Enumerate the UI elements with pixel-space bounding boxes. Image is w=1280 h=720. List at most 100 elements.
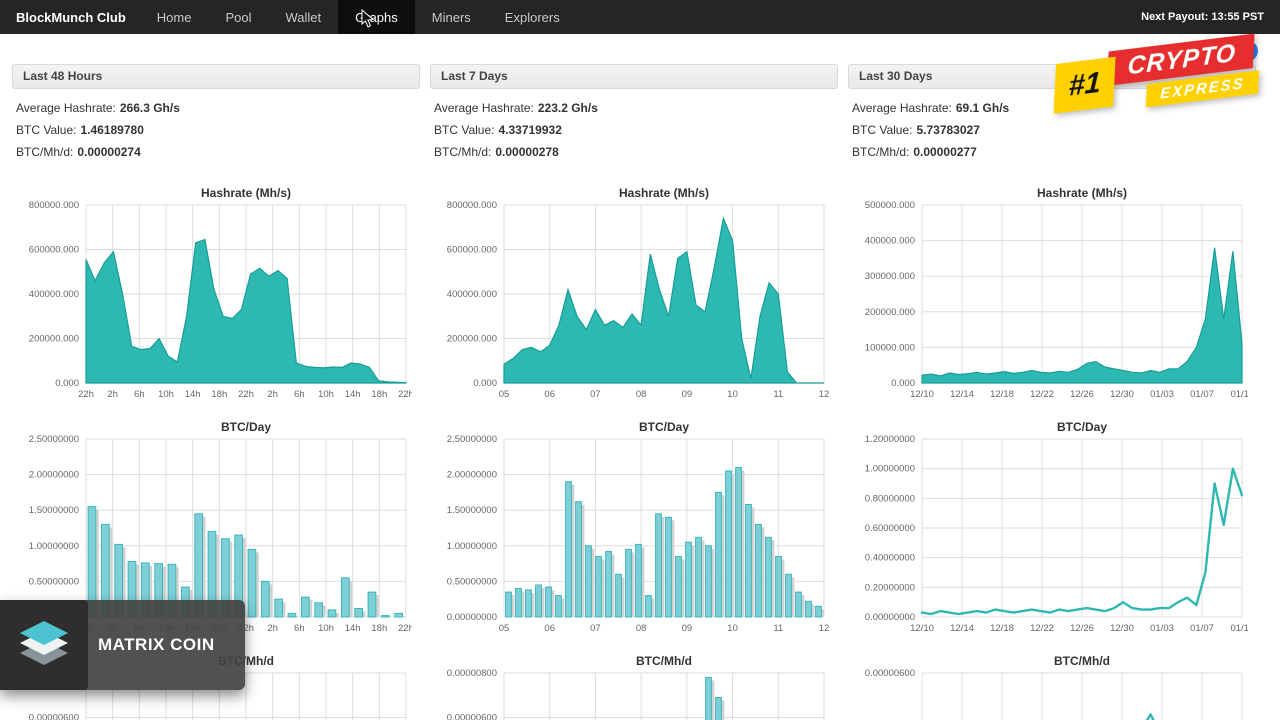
stat-label: Average Hashrate: xyxy=(16,101,116,115)
svg-text:12/10: 12/10 xyxy=(910,389,934,400)
svg-text:10: 10 xyxy=(727,623,738,634)
svg-text:0.80000000: 0.80000000 xyxy=(865,493,915,504)
nav-item-graphs[interactable]: Graphs xyxy=(338,0,415,34)
brand-link[interactable]: BlockMunch Club xyxy=(16,9,126,25)
svg-text:6h: 6h xyxy=(134,389,145,400)
svg-text:18h: 18h xyxy=(371,623,387,634)
nav-items: Home Pool Wallet Graphs Miners Explorers xyxy=(140,0,577,34)
svg-text:1.00000000: 1.00000000 xyxy=(29,541,79,552)
stat-btc-mhd: BTC/Mh/d: 0.00000274 xyxy=(16,145,418,159)
chart-hashrate-7d: Hashrate (Mh/s) 800000.000 600000.000 40000… xyxy=(430,183,838,403)
stat-btc-mhd: BTC/Mh/d: 0.00000277 xyxy=(852,145,1254,159)
svg-text:200000.000: 200000.000 xyxy=(447,334,497,345)
svg-text:6h: 6h xyxy=(294,389,305,400)
stats-block: Average Hashrate: 69.1 Gh/s BTC Value: 5.7… xyxy=(848,89,1256,169)
panel-last-30-days: Last 30 Days Average Hashrate: 69.1 Gh/s … xyxy=(848,64,1256,720)
svg-text:2h: 2h xyxy=(107,389,118,400)
svg-text:1.50000000: 1.50000000 xyxy=(29,505,79,516)
svg-text:0.60000000: 0.60000000 xyxy=(865,523,915,534)
svg-text:2h: 2h xyxy=(267,623,278,634)
svg-text:01/03: 01/03 xyxy=(1150,389,1174,400)
chart-btcday-7d: BTC/Day 2.50000000 2.00000000 1.50000000 1.0… xyxy=(430,417,838,637)
stat-average-hashrate: Average Hashrate: 223.2 Gh/s xyxy=(434,101,836,115)
svg-text:11: 11 xyxy=(773,623,783,634)
svg-text:Hashrate (Mh/s): Hashrate (Mh/s) xyxy=(201,186,291,200)
svg-text:400000.000: 400000.000 xyxy=(447,289,497,300)
svg-text:06: 06 xyxy=(544,389,555,400)
svg-text:05: 05 xyxy=(499,389,510,400)
stat-value: 223.2 Gh/s xyxy=(537,101,598,115)
nav-item-home[interactable]: Home xyxy=(156,9,192,25)
stat-label: BTC/Mh/d: xyxy=(16,145,74,159)
stat-value: 5.73783027 xyxy=(916,123,980,137)
svg-text:18h: 18h xyxy=(211,389,227,400)
svg-text:12/14: 12/14 xyxy=(950,623,974,634)
svg-text:22h: 22h xyxy=(398,389,412,400)
svg-text:800000.000: 800000.000 xyxy=(447,200,497,211)
stat-value: 1.46189780 xyxy=(80,123,144,137)
svg-text:BTC/Mh/d: BTC/Mh/d xyxy=(636,654,692,668)
svg-text:BTC/Day: BTC/Day xyxy=(1057,420,1107,434)
stats-block: Average Hashrate: 223.2 Gh/s BTC Value: 4.… xyxy=(430,89,838,169)
svg-text:09: 09 xyxy=(682,389,693,400)
panel-header: Last 48 Hours xyxy=(12,64,420,89)
svg-text:22h: 22h xyxy=(238,389,254,400)
nav-item-wallet[interactable]: Wallet xyxy=(285,9,322,25)
svg-text:01/11: 01/11 xyxy=(1230,623,1248,634)
svg-text:12/30: 12/30 xyxy=(1110,389,1134,400)
svg-text:0.00000800: 0.00000800 xyxy=(447,668,497,679)
svg-text:Hashrate (Mh/s): Hashrate (Mh/s) xyxy=(1037,186,1127,200)
svg-text:0.00000600: 0.00000600 xyxy=(447,713,497,720)
svg-text:14h: 14h xyxy=(345,623,361,634)
svg-text:200000.000: 200000.000 xyxy=(29,334,79,345)
mouse-cursor xyxy=(361,8,375,34)
svg-text:600000.000: 600000.000 xyxy=(29,245,79,256)
watermark-text: MATRIX COIN xyxy=(98,635,215,654)
svg-text:08: 08 xyxy=(636,389,647,400)
svg-text:Hashrate (Mh/s): Hashrate (Mh/s) xyxy=(619,186,709,200)
svg-text:0.00000600: 0.00000600 xyxy=(865,668,915,679)
svg-text:12/18: 12/18 xyxy=(990,389,1014,400)
svg-text:14h: 14h xyxy=(185,389,201,400)
svg-text:12/30: 12/30 xyxy=(1110,623,1134,634)
stat-label: BTC Value: xyxy=(852,123,913,137)
svg-text:10h: 10h xyxy=(318,623,334,634)
stat-value: 266.3 Gh/s xyxy=(119,101,180,115)
svg-text:12/26: 12/26 xyxy=(1070,623,1094,634)
svg-text:07: 07 xyxy=(590,623,601,634)
nav-item-explorers[interactable]: Explorers xyxy=(504,9,560,25)
stat-average-hashrate: Average Hashrate: 266.3 Gh/s xyxy=(16,101,418,115)
svg-text:12/10: 12/10 xyxy=(910,623,934,634)
svg-text:1.00000000: 1.00000000 xyxy=(447,541,497,552)
nav-item-pool[interactable]: Pool xyxy=(225,9,252,25)
svg-text:1.20000000: 1.20000000 xyxy=(865,434,915,445)
svg-text:600000.000: 600000.000 xyxy=(447,245,497,256)
stat-average-hashrate: Average Hashrate: 69.1 Gh/s xyxy=(852,101,1254,115)
svg-text:1.50000000: 1.50000000 xyxy=(447,505,497,516)
chart-btcday-30d: BTC/Day 1.20000000 1.00000000 0.80000000 0.6… xyxy=(848,417,1256,637)
nav-item-miners[interactable]: Miners xyxy=(431,9,471,25)
svg-text:09: 09 xyxy=(682,623,693,634)
svg-text:01/07: 01/07 xyxy=(1190,389,1214,400)
stat-label: Average Hashrate: xyxy=(434,101,534,115)
svg-text:10h: 10h xyxy=(158,389,174,400)
svg-text:22h: 22h xyxy=(398,623,412,634)
svg-text:12: 12 xyxy=(819,623,830,634)
svg-text:100000.000: 100000.000 xyxy=(865,342,915,353)
svg-text:12/26: 12/26 xyxy=(1070,389,1094,400)
dashboard-content: Last 48 Hours Average Hashrate: 266.3 Gh/… xyxy=(0,34,1280,720)
svg-text:400000.000: 400000.000 xyxy=(29,289,79,300)
svg-text:08: 08 xyxy=(636,623,647,634)
svg-text:14h: 14h xyxy=(345,389,361,400)
svg-text:0.20000000: 0.20000000 xyxy=(865,582,915,593)
stat-label: BTC/Mh/d: xyxy=(852,145,910,159)
chart-hashrate-30d: Hashrate (Mh/s) 500000.000 400000.000 30000… xyxy=(848,183,1256,403)
svg-text:BTC/Mh/d: BTC/Mh/d xyxy=(1054,654,1110,668)
svg-text:22h: 22h xyxy=(78,389,94,400)
svg-text:0.00000000: 0.00000000 xyxy=(447,612,497,623)
svg-text:12/14: 12/14 xyxy=(950,389,974,400)
svg-text:0.50000000: 0.50000000 xyxy=(29,576,79,587)
stat-value: 0.00000274 xyxy=(77,145,141,159)
svg-text:400000.000: 400000.000 xyxy=(865,236,915,247)
svg-text:0.000: 0.000 xyxy=(55,378,79,389)
